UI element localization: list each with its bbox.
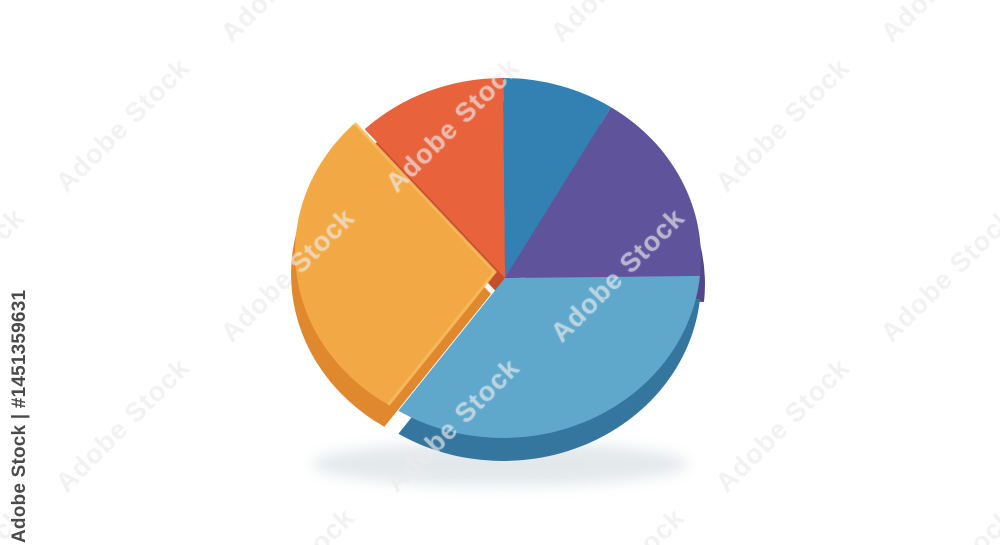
pie-slice-purple <box>505 107 701 278</box>
pie-slice-blue <box>503 78 612 278</box>
pie-slice-red-orange <box>364 78 505 278</box>
pie-shadow <box>312 442 688 486</box>
pie-slice-edge-highlight-orange <box>353 122 497 406</box>
watermark-id-text: Adobe Stock | #1451359631 <box>9 289 30 543</box>
pie-slice-light-blue <box>398 275 700 438</box>
pie-slice-orange <box>295 123 495 405</box>
